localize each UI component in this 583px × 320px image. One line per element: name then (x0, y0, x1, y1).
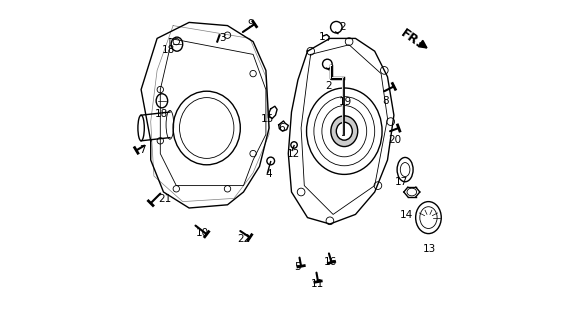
Text: 4: 4 (266, 169, 272, 180)
Ellipse shape (336, 122, 352, 140)
Text: 21: 21 (159, 194, 172, 204)
Ellipse shape (331, 116, 358, 147)
Text: 22: 22 (237, 234, 251, 244)
Text: 17: 17 (394, 177, 408, 187)
Text: 18: 18 (161, 44, 175, 55)
Text: 19: 19 (339, 97, 352, 107)
Text: 5: 5 (294, 262, 301, 272)
Text: 11: 11 (311, 279, 324, 289)
Text: 18: 18 (155, 108, 168, 119)
Text: 6: 6 (278, 123, 285, 133)
Text: 15: 15 (261, 114, 274, 124)
Text: 9: 9 (247, 19, 254, 29)
Text: 8: 8 (382, 96, 389, 106)
Text: 16: 16 (324, 257, 337, 267)
Text: 1: 1 (318, 32, 325, 42)
Text: 3: 3 (219, 33, 226, 44)
Text: 20: 20 (388, 135, 401, 145)
Text: 10: 10 (195, 228, 209, 238)
Text: FR.: FR. (398, 27, 424, 51)
Text: 12: 12 (286, 148, 300, 159)
Text: 2: 2 (339, 22, 346, 32)
Text: 2: 2 (325, 81, 332, 92)
Text: 7: 7 (139, 145, 146, 156)
Text: 13: 13 (423, 244, 436, 254)
Text: 14: 14 (399, 210, 413, 220)
